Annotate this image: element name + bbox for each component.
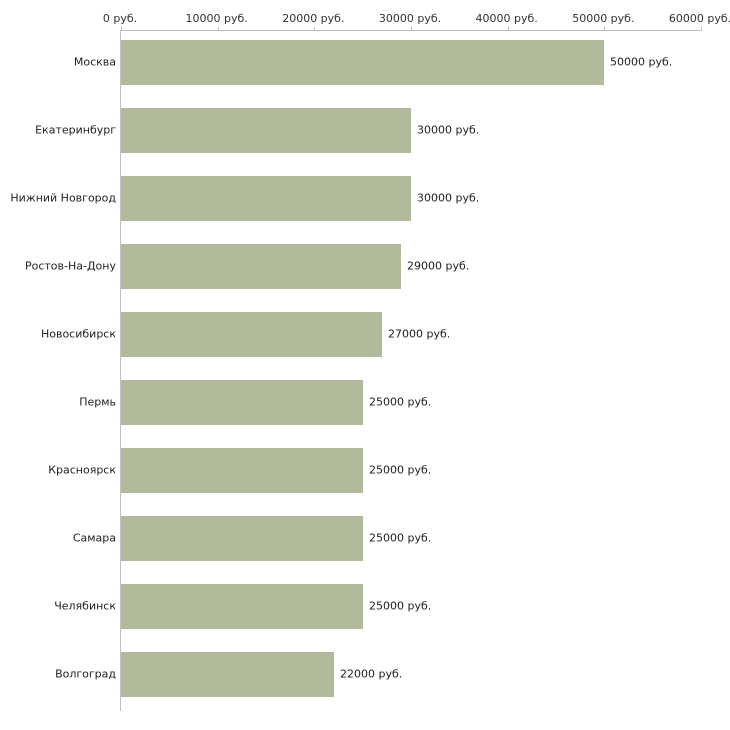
bar (121, 311, 382, 357)
value-label: 30000 руб. (417, 191, 480, 205)
value-label: 25000 руб. (369, 463, 432, 477)
x-axis-tick-mark (701, 27, 702, 31)
value-label: 50000 руб. (610, 55, 673, 69)
bar (121, 107, 411, 153)
category-label: Нижний Новгород (10, 191, 116, 205)
x-axis-tick-mark (314, 27, 316, 31)
bar (121, 651, 334, 697)
value-label: 25000 руб. (369, 395, 432, 409)
x-axis-tick-label: 10000 руб. (185, 12, 248, 25)
x-axis-tick-label: 60000 руб. (668, 12, 730, 25)
bar (121, 39, 604, 85)
category-label: Самара (72, 531, 116, 545)
x-axis-tick-mark (411, 27, 412, 31)
bar (121, 379, 363, 425)
x-axis-tick-label: 40000 руб. (475, 12, 538, 25)
x-axis-tick-label: 20000 руб. (282, 12, 345, 25)
value-label: 29000 руб. (407, 259, 470, 273)
bar (121, 515, 363, 561)
bar (121, 447, 363, 493)
category-label: Екатеринбург (35, 123, 116, 137)
category-label: Москва (73, 55, 116, 69)
category-label: Ростов-На-Дону (24, 259, 116, 273)
value-label: 27000 руб. (388, 327, 451, 341)
x-axis-tick-mark (121, 27, 122, 31)
category-label: Волгоград (55, 667, 116, 681)
category-label: Новосибирск (40, 327, 116, 341)
value-label: 25000 руб. (369, 531, 432, 545)
x-axis-tick-label: 50000 руб. (572, 12, 635, 25)
bar (121, 583, 363, 629)
category-label: Красноярск (48, 463, 116, 477)
x-axis-tick-mark (507, 27, 509, 31)
value-label: 22000 руб. (340, 667, 403, 681)
bar (121, 175, 411, 221)
x-axis-tick-label: 30000 руб. (378, 12, 442, 25)
category-label: Пермь (79, 395, 116, 409)
x-axis-tick-mark (217, 27, 219, 31)
x-axis-tick-label: 0 руб. (102, 12, 138, 25)
category-label: Челябинск (54, 599, 116, 613)
value-label: 25000 руб. (369, 599, 432, 613)
bar (121, 243, 401, 289)
value-label: 30000 руб. (417, 123, 480, 137)
plot-area (120, 27, 702, 711)
x-axis-tick-mark (604, 27, 606, 31)
